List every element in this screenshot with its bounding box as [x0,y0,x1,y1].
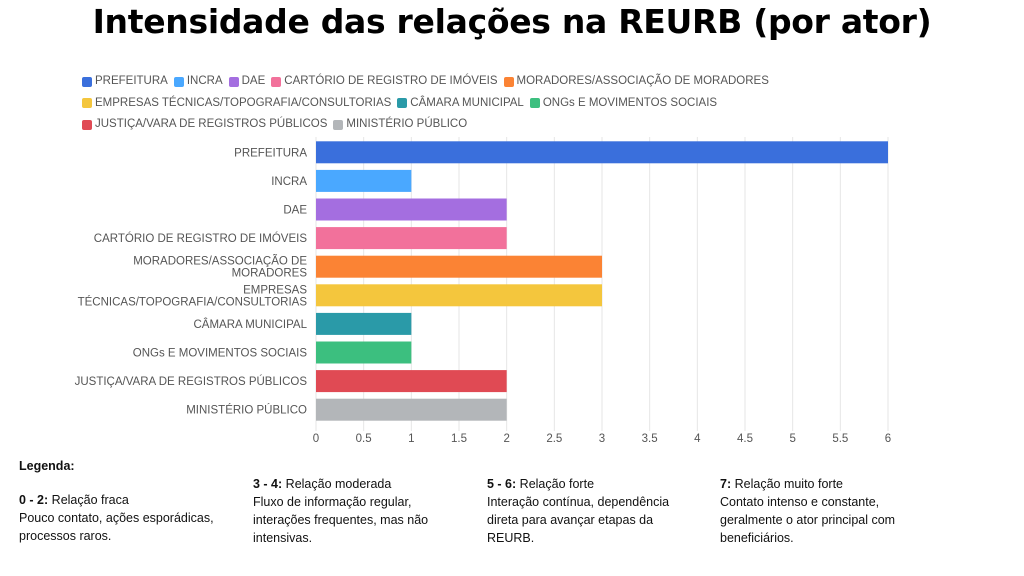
legend-swatch [503,76,514,87]
legend-label: ONGs E MOVIMENTOS SOCIAIS [542,96,718,109]
x-tick-label: 1.5 [451,433,467,445]
legend-swatch [82,76,92,87]
category-label: INCRA [271,176,307,188]
legend-label: CARTÓRIO DE REGISTRO DE IMÓVEIS [284,75,498,87]
x-tick-label: 4 [694,433,701,445]
x-tick-label: 2 [503,433,509,445]
bar[interactable] [316,141,888,164]
legend-swatch [82,98,92,108]
legend-item[interactable]: PREFEITURA [82,72,168,91]
category-label: DAE [283,205,307,217]
legend-item[interactable]: MINISTÉRIO PÚBLICO [333,115,467,134]
legend-swatch [173,76,184,87]
bar[interactable] [316,198,507,221]
category-label: ONGs E MOVIMENTOS SOCIAIS [133,348,308,360]
legend-item[interactable]: MORADORES/ASSOCIAÇÃO DE MORADORES [503,72,769,91]
x-tick-label: 4.5 [737,433,753,445]
bar[interactable] [316,169,412,192]
chart-title: Intensidade das relações na REURB (por a… [92,2,932,41]
bar[interactable] [316,370,507,393]
legend-swatch [333,119,344,130]
chart-legend: PREFEITURA INCRA DAE CARTÓRIO DE REGISTRO D… [82,72,782,137]
legend-swatch [82,119,92,130]
legend-label: EMPRESAS TÉCNICAS/TOPOGRAFIA/CONSULTORIA… [95,96,392,109]
legend-swatch [271,76,282,87]
x-tick-label: 6 [885,433,891,445]
legend-item[interactable]: DAE [228,72,266,91]
legend-label: PREFEITURA [95,75,168,87]
legend-item[interactable]: CARTÓRIO DE REGISTRO DE IMÓVEIS [271,72,498,91]
bar[interactable] [316,398,507,421]
x-tick-label: 1 [408,433,414,445]
legend-label: INCRA [186,75,223,87]
category-label: MORADORES/ASSOCIAÇÃO DE MORADORES [133,255,307,280]
bar[interactable] [316,255,602,278]
category-label: EMPRESAS TÉCNICAS/TOPOGRAFIA/CONSULTORIAS [78,284,308,308]
legend-label: JUSTIÇA/VARA DE REGISTROS PÚBLICOS [95,118,328,130]
legend-label: DAE [241,75,266,87]
bar[interactable] [316,227,507,250]
legend-swatch [529,98,540,108]
legend-label: MORADORES/ASSOCIAÇÃO DE MORADORES [516,75,769,87]
bar[interactable] [316,341,412,364]
legend-item[interactable]: ONGs E MOVIMENTOS SOCIAIS [529,94,718,113]
legend-swatch [397,98,408,108]
x-tick-label: 5 [789,433,795,445]
bar[interactable] [316,312,412,335]
legend-item[interactable]: JUSTIÇA/VARA DE REGISTROS PÚBLICOS [82,115,327,134]
legend-label: CÂMARA MUNICIPAL [410,96,524,109]
x-tick-label: 2.5 [546,433,562,445]
legend-item[interactable]: EMPRESAS TÉCNICAS/TOPOGRAFIA/CONSULTORIA… [82,94,391,113]
x-tick-label: 0.5 [356,433,372,445]
x-tick-label: 0 [313,433,319,445]
x-tick-label: 5.5 [832,433,848,445]
legend-item[interactable]: CÂMARA MUNICIPAL [397,94,524,113]
bar[interactable] [316,284,602,307]
category-label: PREFEITURA [234,147,307,159]
category-label: CÂMARA MUNICIPAL [193,318,307,331]
category-label: CARTÓRIO DE REGISTRO DE IMÓVEIS [94,232,308,245]
x-tick-label: 3 [599,433,605,445]
category-label: MINISTÉRIO PÚBLICO [186,404,307,417]
legend-item[interactable]: INCRA [173,72,223,91]
legend-label: MINISTÉRIO PÚBLICO [346,118,468,130]
legend-swatch [228,76,239,87]
x-tick-label: 3.5 [642,433,658,445]
category-label: JUSTIÇA/VARA DE REGISTROS PÚBLICOS [75,375,308,388]
